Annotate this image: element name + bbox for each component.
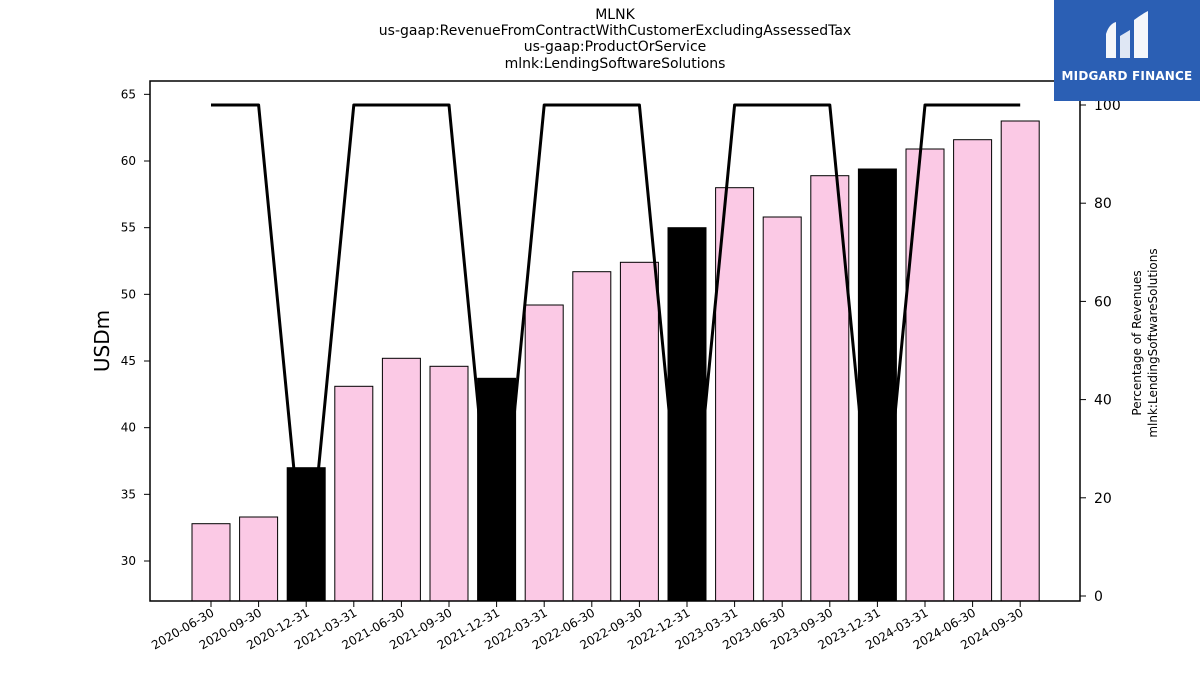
y-axis-label: USDm <box>90 310 114 372</box>
chart-subtitle-member: mlnk:LendingSoftwareSolutions <box>504 56 726 72</box>
bar-2020-09-30 <box>239 516 279 602</box>
y2-tick-label: 20 <box>1094 491 1112 507</box>
logo-mark-icon <box>1054 0 1200 101</box>
chart-title: MLNK <box>595 7 635 23</box>
y-tick-label: 30 <box>121 554 136 568</box>
midgard-finance-logo: MIDGARD FINANCE <box>1054 0 1200 101</box>
bar-2022-03-31 <box>524 304 564 602</box>
y-tick-label: 60 <box>121 154 136 168</box>
bar-2024-09-30 <box>1000 120 1040 602</box>
bar-2024-03-31 <box>905 148 945 602</box>
bar-2020-12-31 <box>286 467 326 602</box>
bar-2021-12-31 <box>477 377 517 602</box>
y2-tick-label: 60 <box>1094 294 1112 310</box>
plot-frame <box>149 80 1081 602</box>
bar-2022-12-31 <box>667 227 707 602</box>
y-tick-label: 65 <box>121 87 136 101</box>
logo-text: MIDGARD FINANCE <box>1061 69 1193 83</box>
chart-subtitle-axis: us-gaap:ProductOrService <box>523 39 707 55</box>
bar-2021-09-30 <box>429 365 469 602</box>
y-tick-label: 50 <box>121 287 136 301</box>
chart-subtitle-concept: us-gaap:RevenueFromContractWithCustomerE… <box>378 23 852 39</box>
y-tick-label: 35 <box>121 487 136 501</box>
percentage-line <box>211 103 1021 598</box>
y-tick-label: 55 <box>121 221 136 235</box>
bar-2023-03-31 <box>715 187 755 602</box>
bar-2023-12-31 <box>857 168 897 602</box>
bar-2022-06-30 <box>572 271 612 602</box>
bar-2023-06-30 <box>762 216 802 602</box>
y-tick-label: 40 <box>121 421 136 435</box>
y2-axis-label-line1: Percentage of Revenues <box>1130 270 1144 415</box>
bar-2024-06-30 <box>953 139 993 602</box>
bar-2021-06-30 <box>381 357 421 602</box>
y-tick-label: 45 <box>121 354 136 368</box>
y2-tick-label: 80 <box>1094 196 1112 212</box>
bar-2022-09-30 <box>619 261 659 602</box>
y2-axis-label-line2: mlnk:LendingSoftwareSolutions <box>1146 248 1160 437</box>
y2-tick-label: 40 <box>1094 393 1112 409</box>
y2-tick-label: 100 <box>1094 98 1121 114</box>
bar-2021-03-31 <box>334 385 374 602</box>
bar-2020-06-30 <box>191 523 231 602</box>
y2-tick-label: 0 <box>1094 589 1103 605</box>
